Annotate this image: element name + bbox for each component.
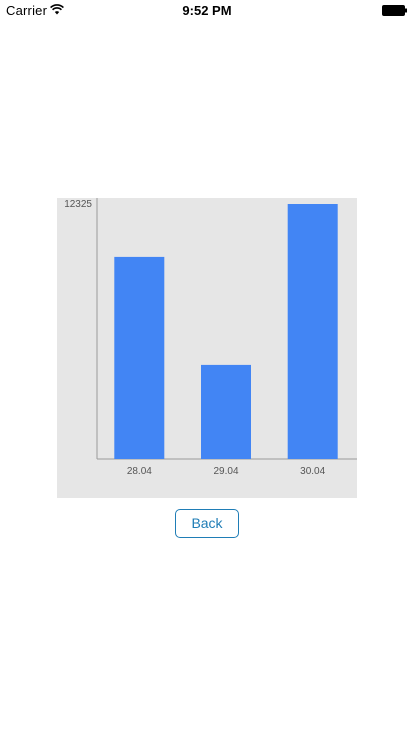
- bar-chart: 12325 28.04 29.04 30.04: [57, 198, 357, 498]
- carrier-label: Carrier: [6, 3, 48, 18]
- back-button[interactable]: Back: [175, 509, 239, 538]
- bar-28.04: [114, 256, 165, 459]
- battery-icon: [382, 5, 407, 16]
- clock-time: 9:52 PM: [182, 3, 232, 18]
- bar-29.04: [201, 364, 251, 459]
- bar-30.04: [287, 204, 338, 459]
- status-bar: Carrier 9:52 PM: [0, 0, 414, 20]
- y-tick-label: 12325: [64, 199, 92, 210]
- wifi-icon: [50, 4, 64, 15]
- x-tick-label: 28.04: [127, 466, 152, 477]
- x-tick-label: 30.04: [300, 466, 325, 477]
- bar-chart-svg: 12325 28.04 29.04 30.04: [64, 198, 357, 477]
- x-tick-label: 29.04: [213, 466, 238, 477]
